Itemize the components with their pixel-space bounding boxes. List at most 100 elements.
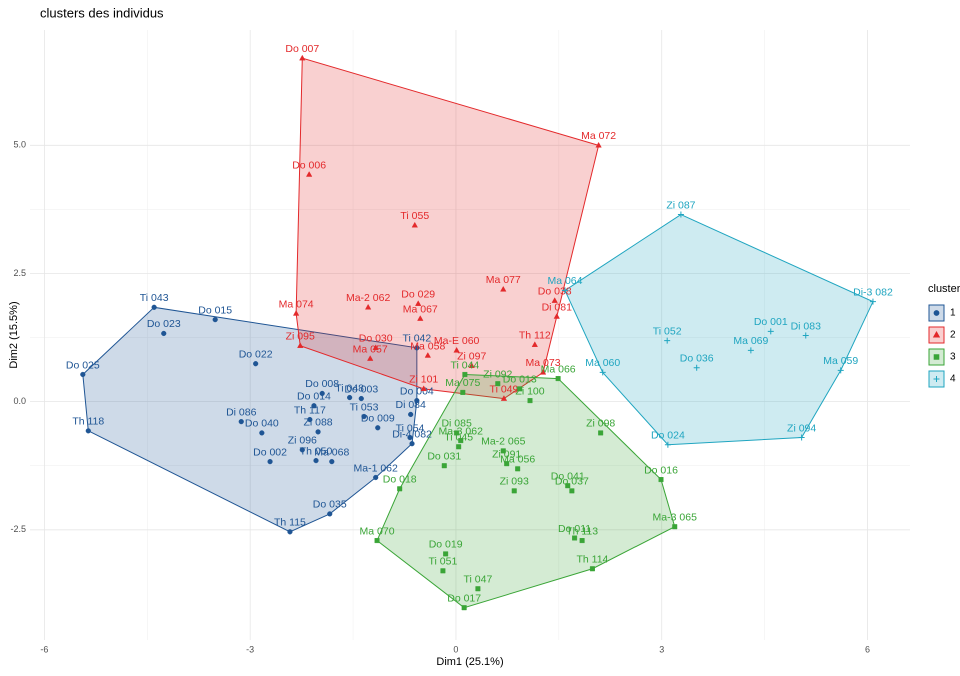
point-label: Do 014 (297, 391, 331, 403)
point-label: Ti 048 (335, 382, 364, 394)
point-label: Do 035 (313, 499, 347, 511)
point-label: Ma 067 (403, 303, 438, 315)
point-label: Do 003 (344, 383, 378, 395)
point (292, 310, 300, 316)
point-label: Th 115 (274, 517, 306, 529)
point (475, 586, 481, 592)
point-label: Ma-3 062 (439, 425, 484, 437)
hulls (82, 57, 874, 609)
cluster-hull (564, 213, 874, 446)
point-label: Do 022 (239, 348, 273, 360)
point (299, 447, 305, 453)
point-label: Do 040 (245, 418, 279, 430)
point (306, 171, 313, 177)
point-label: Do 030 (359, 333, 393, 345)
point (259, 430, 265, 436)
point-label: Ma 057 (353, 343, 388, 355)
point-label: Ma-2 062 (346, 292, 391, 304)
point-label: Ma-3 065 (653, 511, 698, 523)
point-label: Zi 087 (666, 199, 695, 211)
point-label: Ti 051 (429, 556, 458, 568)
point-label: Th 112 (519, 330, 551, 342)
point-label: Ti 054 (396, 422, 425, 434)
legend-label: 1 (950, 308, 956, 319)
point-label: Ma-1 062 (354, 462, 399, 474)
point-label: Zi 100 (515, 385, 544, 397)
point-label: Zi 096 (288, 435, 317, 447)
point-label: Do 016 (644, 464, 678, 476)
point (837, 367, 844, 374)
point (517, 386, 523, 392)
point (495, 381, 501, 387)
point-label: Ti 053 (350, 401, 379, 413)
point-label: Do 007 (285, 43, 319, 55)
point (462, 371, 468, 377)
point (407, 434, 413, 441)
point (424, 352, 431, 358)
point (500, 395, 508, 401)
cluster-hull (82, 306, 418, 533)
point (417, 315, 424, 321)
point-label: Do 013 (503, 374, 537, 386)
point (315, 429, 321, 435)
point (420, 385, 427, 392)
point (599, 369, 606, 376)
point (311, 403, 317, 409)
point-label: Di 086 (226, 406, 257, 418)
point (253, 361, 259, 367)
point (375, 425, 381, 431)
point-label: Ma-E 060 (434, 335, 480, 347)
point (458, 438, 464, 444)
point (747, 347, 754, 354)
point-label: Do 038 (538, 285, 572, 297)
point (664, 337, 671, 344)
y-tick-label: 5.0 (13, 140, 26, 150)
point (454, 430, 460, 436)
point-label: Zi 088 (303, 417, 332, 429)
point-label: Ma 069 (733, 335, 768, 347)
point-label: Th 113 (566, 525, 598, 537)
point (572, 535, 578, 541)
point (80, 371, 86, 378)
x-tick-label: 0 (453, 644, 458, 654)
point (555, 376, 561, 382)
point (468, 362, 475, 368)
point-label: Ma-2 065 (481, 436, 526, 448)
point (460, 389, 466, 395)
point-label: Ma 059 (823, 355, 858, 367)
legend-label: 3 (950, 352, 956, 363)
point (504, 461, 510, 467)
point-label: Ti 044 (450, 359, 479, 371)
point (161, 330, 167, 337)
point (453, 346, 460, 353)
point (511, 488, 517, 494)
x-tick-label: 3 (659, 644, 664, 654)
point (238, 419, 244, 425)
point (397, 486, 403, 492)
point (456, 444, 462, 450)
point (287, 529, 293, 535)
point-label: Ma 072 (581, 130, 616, 142)
point (440, 568, 446, 574)
point (374, 538, 380, 544)
point (569, 488, 575, 494)
point-label: Ma 066 (541, 363, 576, 375)
point-label: Do 037 (555, 476, 589, 488)
legend-marker (933, 376, 940, 382)
legend-title: cluster (928, 283, 960, 295)
cluster-hull (295, 57, 600, 400)
point-label: Zi 097 (457, 351, 486, 363)
point-label: Ma 064 (547, 275, 582, 287)
point-label: Th 118 (72, 416, 104, 428)
point-label: Zi 093 (500, 476, 529, 488)
point (664, 441, 671, 448)
legend-marker (933, 310, 940, 316)
point (561, 287, 568, 294)
point-label: Ti 049 (490, 383, 519, 395)
point (677, 211, 684, 218)
point (365, 303, 372, 310)
point-label: Do 008 (305, 378, 339, 390)
point-label: Di 084 (395, 399, 426, 411)
point-label: Di 085 (441, 418, 472, 430)
point-label: Ma 075 (445, 377, 480, 389)
